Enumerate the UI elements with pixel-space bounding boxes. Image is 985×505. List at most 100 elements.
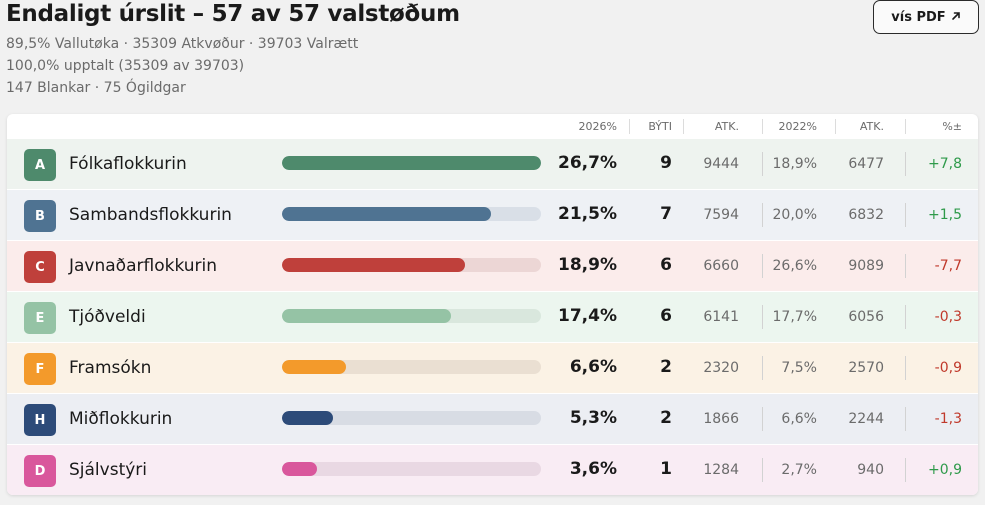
cell-divider (905, 407, 906, 431)
votes-2026: 1284 (703, 462, 739, 478)
party-letter-badge: H (24, 404, 56, 436)
party-letter-badge: F (24, 353, 56, 385)
cell-divider (762, 152, 763, 176)
votes-2022: 6477 (848, 156, 884, 172)
vote-share-bar-fill (282, 411, 334, 425)
vote-percent-2022: 26,6% (772, 258, 817, 274)
cell-divider (905, 305, 906, 329)
cell-divider (905, 458, 906, 482)
header-divider (683, 119, 684, 134)
external-arrow-icon (951, 10, 961, 25)
vote-percent-2026: 26,7% (558, 153, 617, 173)
show-pdf-button[interactable]: vís PDF (873, 0, 979, 34)
seats-count: 2 (660, 408, 672, 428)
cell-divider (905, 254, 906, 278)
percent-change: -0,9 (934, 360, 962, 376)
cell-divider (762, 254, 763, 278)
party-letter-badge: C (24, 251, 56, 283)
vote-percent-2022: 17,7% (772, 309, 817, 325)
party-name: Javnaðarflokkurin (69, 256, 218, 276)
cell-divider (762, 458, 763, 482)
vote-percent-2026: 3,6% (569, 459, 617, 479)
votes-2022: 2244 (848, 411, 884, 427)
percent-change: -7,7 (934, 258, 962, 274)
percent-change: -0,3 (934, 309, 962, 325)
col-seats: BÝTI (648, 120, 672, 133)
party-name: Sambandsflokkurin (69, 205, 232, 225)
col-2022-votes: ATK. (859, 120, 884, 133)
table-row: C Javnaðarflokkurin 18,9% 6 6660 26,6% 9089 -7,… (7, 241, 978, 292)
vote-share-bar (282, 258, 541, 272)
results-table: 2026% BÝTI ATK. 2022% ATK. %± A Fólkaflok… (7, 114, 978, 495)
vote-share-bar-fill (282, 258, 466, 272)
counted-summary: 100,0% upptalt (35309 av 39703) (6, 58, 245, 74)
vote-percent-2026: 17,4% (558, 306, 617, 326)
vote-share-bar (282, 309, 541, 323)
table-row: H Miðflokkurin 5,3% 2 1866 6,6% 2244 -1,3 (7, 394, 978, 445)
table-row: A Fólkaflokkurin 26,7% 9 9444 18,9% 6477 +7,8 (7, 139, 978, 190)
show-pdf-label: vís PDF (891, 9, 946, 25)
col-2026-pct: 2026% (578, 120, 617, 133)
table-row: F Framsókn 6,6% 2 2320 7,5% 2570 -0,9 (7, 343, 978, 394)
votes-2026: 1866 (703, 411, 739, 427)
cell-divider (762, 407, 763, 431)
vote-share-bar (282, 207, 541, 221)
page-title: Endaligt úrslit – 57 av 57 valstøðum (6, 1, 460, 27)
vote-percent-2022: 6,6% (781, 411, 817, 427)
vote-percent-2026: 6,6% (569, 357, 617, 377)
vote-percent-2022: 18,9% (772, 156, 817, 172)
seats-count: 9 (660, 153, 672, 173)
vote-share-bar-fill (282, 309, 451, 323)
votes-2022: 6056 (848, 309, 884, 325)
votes-2026: 7594 (703, 207, 739, 223)
vote-percent-2026: 5,3% (569, 408, 617, 428)
party-letter-badge: D (24, 455, 56, 487)
percent-change: -1,3 (934, 411, 962, 427)
turnout-summary: 89,5% Vallutøka · 35309 Atkvøður · 39703… (6, 36, 359, 52)
party-letter-badge: A (24, 149, 56, 181)
party-letter-badge: E (24, 302, 56, 334)
party-name: Tjóðveldi (69, 307, 146, 327)
votes-2026: 6141 (703, 309, 739, 325)
percent-change: +1,5 (928, 207, 962, 223)
vote-share-bar (282, 411, 541, 425)
vote-share-bar (282, 462, 541, 476)
header-divider (762, 119, 763, 134)
cell-divider (905, 356, 906, 380)
votes-2026: 6660 (703, 258, 739, 274)
votes-2022: 6832 (848, 207, 884, 223)
blank-invalid-summary: 147 Blankar · 75 Ógildgar (6, 80, 186, 96)
col-votes: ATK. (714, 120, 739, 133)
header-divider (629, 119, 630, 134)
vote-percent-2026: 18,9% (558, 255, 617, 275)
party-name: Sjálvstýri (69, 460, 148, 480)
party-name: Miðflokkurin (69, 409, 173, 429)
vote-share-bar-fill (282, 207, 491, 221)
table-row: D Sjálvstýri 3,6% 1 1284 2,7% 940 +0,9 (7, 445, 978, 495)
cell-divider (905, 203, 906, 227)
votes-2022: 2570 (848, 360, 884, 376)
cell-divider (762, 305, 763, 329)
party-name: Fólkaflokkurin (69, 154, 187, 174)
votes-2026: 9444 (703, 156, 739, 172)
header-divider (905, 119, 906, 134)
seats-count: 6 (660, 306, 672, 326)
party-letter-badge: B (24, 200, 56, 232)
seats-count: 1 (660, 459, 672, 479)
vote-percent-2022: 20,0% (772, 207, 817, 223)
vote-percent-2026: 21,5% (558, 204, 617, 224)
vote-share-bar-fill (282, 156, 541, 170)
seats-count: 6 (660, 255, 672, 275)
vote-share-bar (282, 360, 541, 374)
votes-2022: 9089 (848, 258, 884, 274)
party-name: Framsókn (69, 358, 152, 378)
vote-share-bar-fill (282, 462, 317, 476)
vote-share-bar (282, 156, 541, 170)
vote-percent-2022: 2,7% (781, 462, 817, 478)
seats-count: 2 (660, 357, 672, 377)
votes-2022: 940 (857, 462, 884, 478)
seats-count: 7 (660, 204, 672, 224)
table-row: B Sambandsflokkurin 21,5% 7 7594 20,0% 6832 +1,… (7, 190, 978, 241)
header-divider (835, 119, 836, 134)
cell-divider (905, 152, 906, 176)
